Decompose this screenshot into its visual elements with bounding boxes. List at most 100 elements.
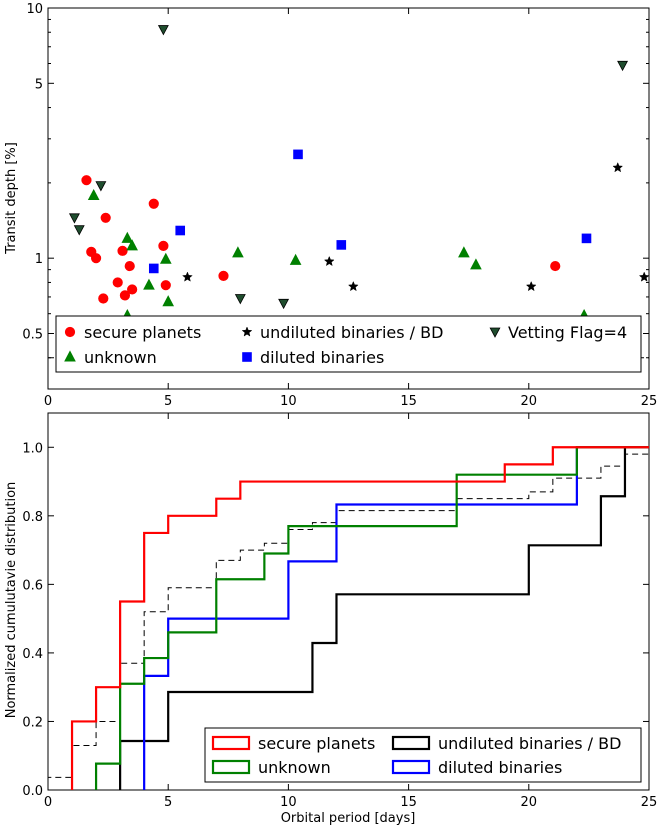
diluted-binaries-point-2 <box>175 225 186 236</box>
secure-planets-point-13 <box>160 280 171 291</box>
vetting-flag-4-point-7 <box>617 60 629 72</box>
vetting-flag-4-point-1 <box>73 225 85 236</box>
secure-planets-point-5 <box>100 212 111 223</box>
secure-planets-point-6 <box>112 277 123 288</box>
all-candidates-cdf-line <box>47 447 650 790</box>
bottom-cdf-panel: 0 5 10 15 20 25 0.0 0.2 0.4 0.6 0.8 1.0 Normalized … <box>4 412 657 826</box>
top-x-tick-label-5: 25 <box>641 394 657 409</box>
top-x-tick-label-4: 20 <box>521 394 538 409</box>
diluted-binaries-point-5 <box>581 233 592 244</box>
secure-planets-point-12 <box>158 240 169 251</box>
bottom-x-axis-label: Orbital period [days] <box>281 811 416 826</box>
vetting-flag-4-point-0 <box>68 213 80 224</box>
undiluted-binaries-cdf-line <box>119 446 649 790</box>
cdf-step-lines <box>47 446 650 790</box>
bottom-y-tick-label-2: 0.4 <box>22 647 43 662</box>
legend-secure-planets-label: secure planets <box>84 323 201 342</box>
top-x-tick-label-1: 5 <box>164 394 172 409</box>
bottom-x-tick-label-2: 10 <box>280 795 297 810</box>
diluted-binaries-point-4 <box>336 240 347 250</box>
legend-swatch-secure-planets-cdf-line <box>211 735 251 751</box>
legend-secure-planets-cdf-label: secure planets <box>258 734 375 753</box>
top-y-tick-label-2: 5 <box>35 77 43 92</box>
bottom-x-tick-label-5: 25 <box>641 795 657 810</box>
top-y-tick-label-3: 10 <box>26 2 43 17</box>
bottom-plot-frame <box>47 412 650 791</box>
bottom-y-tick-label-4: 0.8 <box>22 510 43 525</box>
unknown-point-3 <box>143 278 155 290</box>
legend-vetting-label: Vetting Flag=4 <box>508 323 627 342</box>
top-x-tick-label-2: 10 <box>280 394 297 409</box>
bottom-y-tick-label-5: 1.0 <box>22 441 43 456</box>
legend-diluted-cdf-label: diluted binaries <box>438 758 562 777</box>
vetting-flag-4-point-4 <box>157 25 169 36</box>
undiluted-binaries-bd-point-6 <box>638 271 650 282</box>
legend-diluted-label: diluted binaries <box>260 348 384 367</box>
unknown-point-2 <box>126 239 138 251</box>
unknown-point-0 <box>87 188 100 201</box>
undiluted-binaries-bd-point-2 <box>323 255 335 267</box>
unknown-point-12 <box>458 246 470 258</box>
top-y-tick-label-0: 0.5 <box>22 327 43 342</box>
vetting-flag-4-point-3 <box>95 181 107 192</box>
legend-vetting-marker <box>489 327 501 338</box>
bottom-x-tick-label-3: 15 <box>400 795 417 810</box>
legend-diluted-marker <box>242 352 252 362</box>
legend-unknown-cdf-label: unknown <box>258 758 331 777</box>
secure-planets-point-4 <box>98 293 109 304</box>
bottom-legend-lines <box>211 735 431 775</box>
bottom-x-tick-label-1: 5 <box>164 795 172 810</box>
undiluted-binaries-bd-point-5 <box>612 162 624 173</box>
vetting-flag-4-point-5 <box>234 294 246 305</box>
top-x-tick-label-0: 0 <box>44 394 52 409</box>
bottom-y-tick-label-1: 0.2 <box>22 715 43 730</box>
top-legend-markers <box>64 326 501 362</box>
unknown-point-11 <box>289 253 302 265</box>
secure-planets-point-0 <box>81 175 92 186</box>
top-legend-box <box>55 315 642 373</box>
undiluted-binaries-bd-point-1 <box>182 271 193 282</box>
legend-swatch-diluted-binaries-cdf-line <box>391 759 431 775</box>
bottom-x-tick-label-4: 20 <box>521 795 538 810</box>
vetting-flag-4-point-6 <box>278 298 290 310</box>
bottom-y-tick-label-3: 0.6 <box>22 578 43 593</box>
unknown-point-4 <box>159 252 172 264</box>
secure-planets-point-10 <box>127 284 138 295</box>
diluted-binaries-cdf-line <box>143 446 649 790</box>
legend-secure-planets-marker <box>64 326 76 338</box>
secure-planets-point-8 <box>119 290 131 301</box>
top-y-axis-label: Transit depth [%] <box>4 142 19 255</box>
bottom-y-tick-label-0: 0.0 <box>22 784 43 799</box>
legend-undiluted-marker <box>241 326 253 337</box>
top-x-tick-label-3: 15 <box>400 394 417 409</box>
bottom-x-tick-label-0: 0 <box>44 795 52 810</box>
unknown-point-9 <box>232 246 244 258</box>
secure-planets-point-9 <box>124 260 135 272</box>
undiluted-binaries-bd-point-4 <box>525 280 537 292</box>
secure-planets-point-19 <box>550 260 561 272</box>
secure-planets-point-11 <box>148 198 159 209</box>
secure-planets-point-3 <box>90 253 102 264</box>
bottom-axis-ticks: 0 5 10 15 20 25 0.0 0.2 0.4 0.6 0.8 1.0 <box>22 413 657 810</box>
diluted-binaries-point-0 <box>148 263 159 274</box>
legend-undiluted-label: undiluted binaries / BD <box>260 323 443 342</box>
top-y-tick-label-1: 1 <box>35 252 43 267</box>
unknown-point-5 <box>162 295 175 307</box>
bottom-legend: secure planets unknown undiluted binarie… <box>204 727 642 783</box>
legend-swatch-unknown-cdf-line <box>211 759 251 775</box>
legend-unknown-marker <box>64 350 76 362</box>
unknown-point-13 <box>470 258 482 270</box>
legend-undiluted-cdf-label: undiluted binaries / BD <box>438 734 621 753</box>
secure-planets-cdf-line <box>70 446 649 790</box>
legend-unknown-label: unknown <box>84 348 157 367</box>
diluted-binaries-point-3 <box>293 149 303 160</box>
undiluted-binaries-bd-point-3 <box>347 280 359 292</box>
top-legend: secure planets unknown undiluted binarie… <box>55 315 642 373</box>
secure-planets-point-7 <box>117 245 128 256</box>
secure-planets-point-16 <box>218 270 229 281</box>
bottom-y-axis-label: Normalized cumulutavie distribution <box>4 482 19 719</box>
legend-swatch-undiluted-binaries-cdf-line <box>391 735 431 751</box>
